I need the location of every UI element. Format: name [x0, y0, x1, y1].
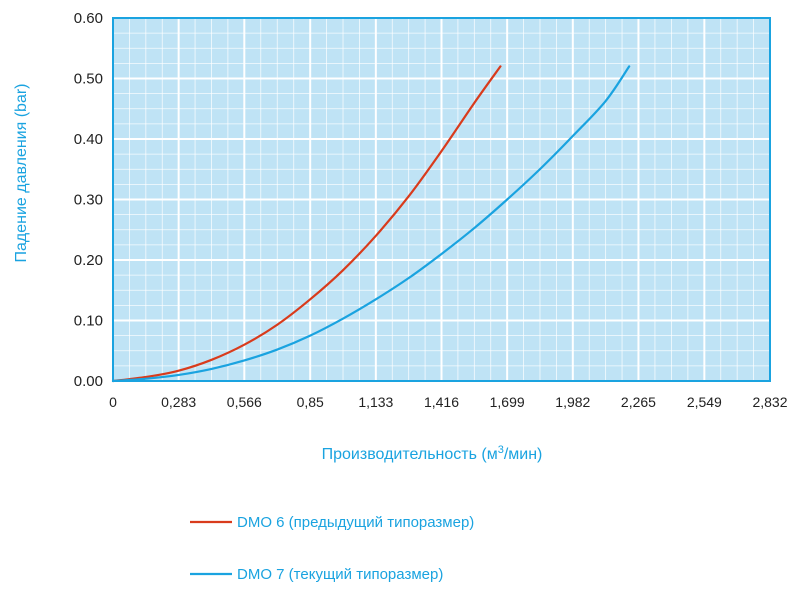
- x-axis-label-superscript: 3: [498, 444, 504, 456]
- y-tick-label: 0.60: [74, 10, 103, 27]
- x-axis-label: Производительность (м3/мин): [322, 444, 543, 463]
- plot-frame: [112, 17, 771, 382]
- y-axis-label: Падение давления (bar): [13, 83, 30, 262]
- x-axis-label-prefix: Производительность (м: [322, 446, 498, 463]
- x-tick-labels: 0 0,283 0,566 0,85 1,133 1,416 1,699 1,982 2,265…: [109, 394, 788, 410]
- x-tick-label: 0: [109, 394, 117, 410]
- x-tick-label: 1,982: [555, 394, 590, 410]
- y-tick-label: 0.20: [74, 252, 103, 269]
- y-tick-label: 0.30: [74, 192, 103, 209]
- series-line-1: [111, 65, 502, 383]
- x-tick-label: 2,832: [752, 394, 787, 410]
- x-tick-label: 0,283: [161, 394, 196, 410]
- legend-label-1: DMO 6 (предыдущий типоразмер): [237, 514, 474, 531]
- x-tick-label: 2,549: [687, 394, 722, 410]
- x-tick-label: 1,133: [358, 394, 393, 410]
- y-tick-label: 0.40: [74, 131, 103, 148]
- legend-label-2: DMO 7 (текущий типоразмер): [237, 566, 443, 583]
- y-tick-label: 0.10: [74, 313, 103, 330]
- x-axis-label-suffix: /мин): [504, 446, 543, 463]
- x-tick-label: 1,699: [490, 394, 525, 410]
- y-tick-labels: 0.00 0.10 0.20 0.30 0.40 0.50 0.60: [74, 10, 103, 390]
- y-tick-label: 0.00: [74, 373, 103, 390]
- x-tick-label: 1,416: [424, 394, 459, 410]
- series-line-2: [111, 65, 631, 383]
- x-tick-label: 2,265: [621, 394, 656, 410]
- x-tick-label: 0,566: [227, 394, 262, 410]
- x-tick-label: 0,85: [297, 394, 324, 410]
- legend: DMO 6 (предыдущий типоразмер) DMO 7 (теку…: [190, 514, 474, 583]
- y-tick-label: 0.50: [74, 71, 103, 88]
- series-layer: [111, 65, 631, 383]
